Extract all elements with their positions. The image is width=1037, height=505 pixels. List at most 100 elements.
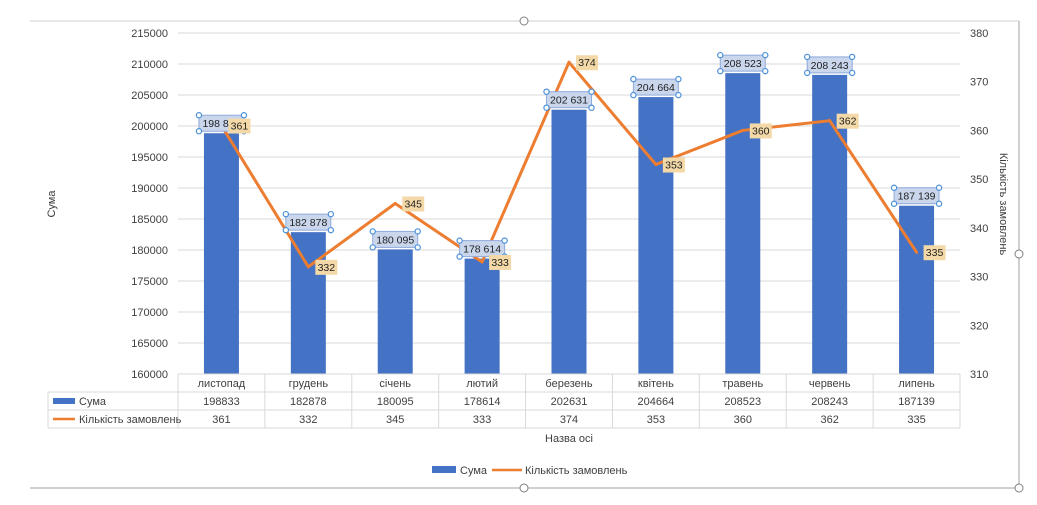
y2-tick-label: 350 [970, 174, 988, 186]
line-data-label: 345 [404, 199, 422, 211]
label-handle [282, 210, 290, 218]
table-cell: 208243 [811, 396, 848, 408]
label-handle [848, 53, 856, 61]
y-axis-title: Сума [46, 190, 58, 218]
legend-label: Сума [460, 465, 488, 477]
resize-handle-top[interactable] [519, 16, 529, 26]
line-point [828, 119, 832, 123]
bar-data-label: 204 664 [637, 82, 675, 94]
table-cell: 182878 [290, 396, 327, 408]
line-label-box [836, 113, 859, 129]
y2-tick-label: 340 [970, 223, 988, 235]
line-label-box [749, 123, 772, 139]
resize-handle-right[interactable] [1014, 249, 1024, 259]
bar-data-label: 202 631 [550, 95, 588, 107]
y-tick-label: 195000 [131, 152, 168, 164]
line-label-box [228, 118, 251, 134]
bar [290, 232, 326, 374]
y-tick-label: 175000 [131, 276, 168, 288]
bar-label-box [893, 187, 940, 205]
table-cell: 361 [212, 414, 230, 426]
resize-handle-bottom-right[interactable] [1014, 483, 1024, 493]
table-cell: 187139 [898, 396, 935, 408]
table-cell: 353 [647, 414, 665, 426]
label-handle [717, 51, 724, 59]
label-handle [890, 200, 898, 207]
y-tick-label: 190000 [131, 183, 168, 195]
label-handle [282, 226, 290, 234]
resize-handle-bottom[interactable] [519, 483, 529, 493]
table-cell: 180095 [377, 396, 414, 408]
bar [203, 133, 239, 374]
table-cell: 208523 [724, 396, 761, 408]
line-point [567, 60, 571, 64]
line-label-box [662, 157, 685, 173]
bar [551, 109, 587, 374]
y2-tick-label: 330 [970, 272, 988, 284]
table-cell: 374 [560, 414, 578, 426]
label-handle [588, 104, 595, 111]
y-tick-label: 215000 [131, 28, 168, 40]
y-tick-label: 160000 [131, 369, 168, 381]
y-tick-label: 205000 [131, 90, 168, 102]
line-data-label: 332 [318, 262, 336, 274]
y-tick-label: 170000 [131, 307, 168, 319]
category-label: липень [898, 378, 935, 390]
legend[interactable]: Сума Кількість замовлень [432, 465, 628, 477]
label-handle [890, 184, 898, 191]
category-label: травень [722, 378, 763, 390]
label-handle [762, 51, 769, 59]
bar-data-label: 187 139 [898, 191, 936, 203]
label-handle [675, 75, 682, 83]
label-handle [327, 210, 335, 218]
label-handle [240, 112, 248, 119]
label-handle [195, 128, 203, 135]
bar-label-box [632, 78, 679, 96]
bar [725, 73, 761, 374]
label-handle [543, 104, 550, 111]
label-handle [717, 67, 724, 75]
table-cell: 178614 [464, 396, 501, 408]
table-cell: 362 [820, 414, 838, 426]
line-data-label: 374 [578, 57, 596, 69]
label-handle [501, 237, 508, 244]
bar-label-box [806, 56, 853, 74]
table-cell: 333 [473, 414, 491, 426]
bar-data-label: 182 878 [289, 217, 327, 229]
label-handle [630, 75, 637, 83]
y-tick-label: 165000 [131, 338, 168, 350]
label-handle [195, 112, 203, 119]
line-point [741, 128, 745, 132]
label-handle [803, 53, 811, 61]
y2-tick-label: 320 [970, 320, 988, 332]
table-cell: 360 [734, 414, 752, 426]
label-handle [935, 184, 943, 191]
category-label: січень [379, 378, 411, 390]
category-label: лютий [466, 378, 498, 390]
table-legend-key [53, 398, 75, 404]
label-handle [935, 200, 943, 207]
legend-label: Кількість замовлень [525, 465, 628, 477]
line-point [306, 265, 310, 269]
y-axis-left: 160000 165000 170000 175000 180000 185000 1900… [131, 28, 168, 381]
line-data-label: 333 [491, 257, 509, 269]
category-label: червень [809, 378, 851, 390]
line-label-box [402, 196, 425, 212]
bar-data-label: 208 523 [724, 58, 762, 70]
label-handle [414, 244, 421, 251]
chart-frame [30, 16, 1024, 493]
label-handle [588, 88, 595, 95]
y-tick-label: 210000 [131, 59, 168, 71]
table-cell: 198833 [203, 396, 240, 408]
bar-data-label: 180 095 [376, 234, 414, 246]
y2-tick-label: 360 [970, 125, 988, 137]
line-data-label: 362 [839, 116, 857, 128]
line-data-labels[interactable]: 361 332 345 333 374 353 360 362 335 [228, 55, 946, 275]
label-handle [630, 91, 637, 99]
bar-series[interactable] [203, 73, 935, 375]
bar-label-box [459, 240, 506, 258]
label-handle [414, 228, 421, 235]
label-handle [543, 88, 550, 95]
